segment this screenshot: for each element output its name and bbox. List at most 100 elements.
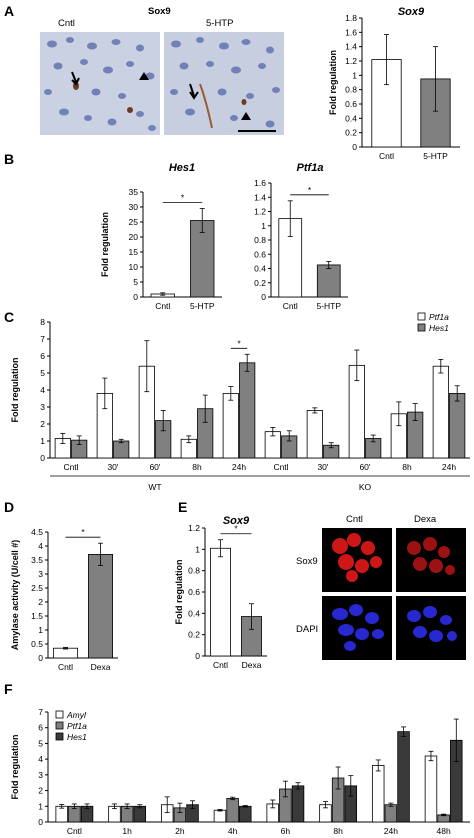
legend-label: Hes1: [429, 323, 449, 333]
x-tick-label: 48h: [437, 826, 451, 836]
x-tick-label: Cntl: [213, 660, 228, 670]
legend-swatch: [55, 721, 64, 730]
x-tick-label: 60': [149, 462, 160, 472]
y-axis-label: Fold regulation: [174, 560, 184, 625]
x-tick-label: Cntl: [379, 151, 394, 161]
significance-star: *: [308, 185, 312, 195]
chart-b1: 0 5 10 15 20 25 30 35 Hes1 Fold regulation Cntl 5-H…: [100, 162, 222, 311]
x-tick-label: Cntl: [283, 301, 298, 311]
bar: [226, 798, 239, 823]
x-tick-label: 24h: [442, 462, 456, 472]
y-tick-label: 4: [40, 385, 45, 395]
y-tick-label: 1.5: [31, 611, 43, 621]
bar: [55, 805, 68, 823]
y-tick-label: 1: [38, 625, 43, 635]
y-tick-label: 0.8: [345, 85, 357, 95]
significance-star: *: [181, 193, 185, 203]
x-tick-label: 4h: [228, 826, 238, 836]
y-tick-label: 5: [133, 277, 138, 287]
y-tick-label: 1: [38, 801, 43, 811]
y-tick-label: 4: [38, 541, 43, 551]
y-tick-label: 3.5: [31, 555, 43, 565]
x-tick-label: Dexa: [242, 660, 262, 670]
y-tick-label: 20: [129, 232, 139, 242]
panel-letter-f: F: [4, 681, 13, 697]
legend-label: Amyl: [66, 710, 87, 720]
micrograph-e-dapi-dexa: [396, 596, 466, 660]
significance-star: *: [81, 527, 85, 537]
y-tick-label: 5: [38, 738, 43, 748]
y-tick-label: 2: [38, 597, 43, 607]
legend-swatch: [417, 323, 426, 332]
y-tick-label: 0: [38, 653, 43, 663]
y-tick-label: 1: [40, 436, 45, 446]
micrograph-a-right: [164, 32, 284, 135]
panel-letter-a: A: [4, 3, 14, 19]
y-axis-label: Fold regulation: [10, 358, 20, 423]
chart-e: 0 0.2 0.4 0.6 0.8 1 1.2 Sox9 Fold regulation Cntl…: [174, 515, 267, 670]
y-tick-label: 3: [40, 402, 45, 412]
x-tick-label: 8h: [402, 462, 412, 472]
y-axis-label: Fold regulation: [328, 50, 338, 115]
bar: [113, 440, 130, 459]
y-tick-label: 0: [352, 142, 357, 152]
bar: [424, 755, 438, 823]
bar: [397, 731, 410, 823]
y-tick-label: 4.5: [31, 527, 43, 537]
micrograph-e-sox9-cntl: [322, 528, 392, 592]
x-tick-label: 6h: [281, 826, 291, 836]
chart-title: Sox9: [223, 515, 250, 527]
significance-star: *: [237, 338, 241, 348]
y-tick-label: 0.8: [254, 235, 266, 245]
y-tick-label: 4: [38, 754, 43, 764]
y-tick-label: 1.4: [345, 42, 357, 52]
bar: [449, 392, 466, 459]
x-tick-label: 5-HTP: [190, 301, 215, 311]
x-tick-label: 30': [317, 462, 328, 472]
y-tick-label: 0.4: [254, 264, 266, 274]
micrograph-e-col2-label: Dexa: [414, 514, 437, 525]
y-tick-label: 0.6: [188, 587, 200, 597]
y-tick-label: 0: [133, 292, 138, 302]
y-tick-label: 0.5: [31, 639, 43, 649]
bar: [53, 647, 79, 659]
y-tick-label: 0: [40, 453, 45, 463]
y-tick-label: 1.8: [345, 13, 357, 23]
bar: [432, 365, 449, 459]
y-tick-label: 5: [40, 368, 45, 378]
y-tick-label: 0: [195, 651, 200, 661]
micrograph-a-left: [40, 32, 160, 135]
bar: [384, 804, 398, 823]
group-label: KO: [359, 482, 372, 492]
y-tick-label: 7: [40, 334, 45, 344]
y-tick-label: 1.6: [345, 27, 357, 37]
y-tick-label: 6: [40, 351, 45, 361]
chart-c: 0 1 2 3 4 5 6 7 8 Fold regulation Cntl 30' 60' 8h 24h C…: [10, 312, 470, 492]
y-tick-label: 7: [38, 707, 43, 717]
y-tick-label: 0.4: [345, 113, 357, 123]
y-axis-label: Fold regulation: [100, 212, 110, 277]
bar: [316, 264, 341, 298]
x-tick-label: 24h: [232, 462, 246, 472]
chart-title: Sox9: [398, 6, 425, 18]
x-tick-label: Cntl: [273, 462, 288, 472]
charts-layer: 0 0.2 0.4 0.6 0.8 1 1.2 1.4 1.6 1.8 Sox9 Fold regul…: [10, 6, 470, 836]
bar: [210, 547, 231, 657]
group-label: WT: [148, 482, 161, 492]
bar: [291, 785, 305, 823]
y-tick-label: 2: [40, 419, 45, 429]
bar: [213, 809, 227, 823]
x-tick-label: Cntl: [155, 301, 170, 311]
panel-letter-e: E: [178, 499, 187, 515]
micrograph-e-row1-label: Sox9: [296, 556, 318, 567]
y-tick-label: 3: [38, 569, 43, 579]
x-tick-label: Cntl: [67, 826, 82, 836]
panel-letter-d: D: [4, 499, 14, 515]
y-tick-label: 30: [129, 202, 139, 212]
y-tick-label: 1.2: [254, 207, 266, 217]
y-tick-label: 1.4: [254, 192, 266, 202]
y-tick-label: 0: [38, 817, 43, 827]
y-tick-label: 2.5: [31, 583, 43, 593]
y-axis-label: Amylase activity (U/cell #): [10, 540, 20, 651]
